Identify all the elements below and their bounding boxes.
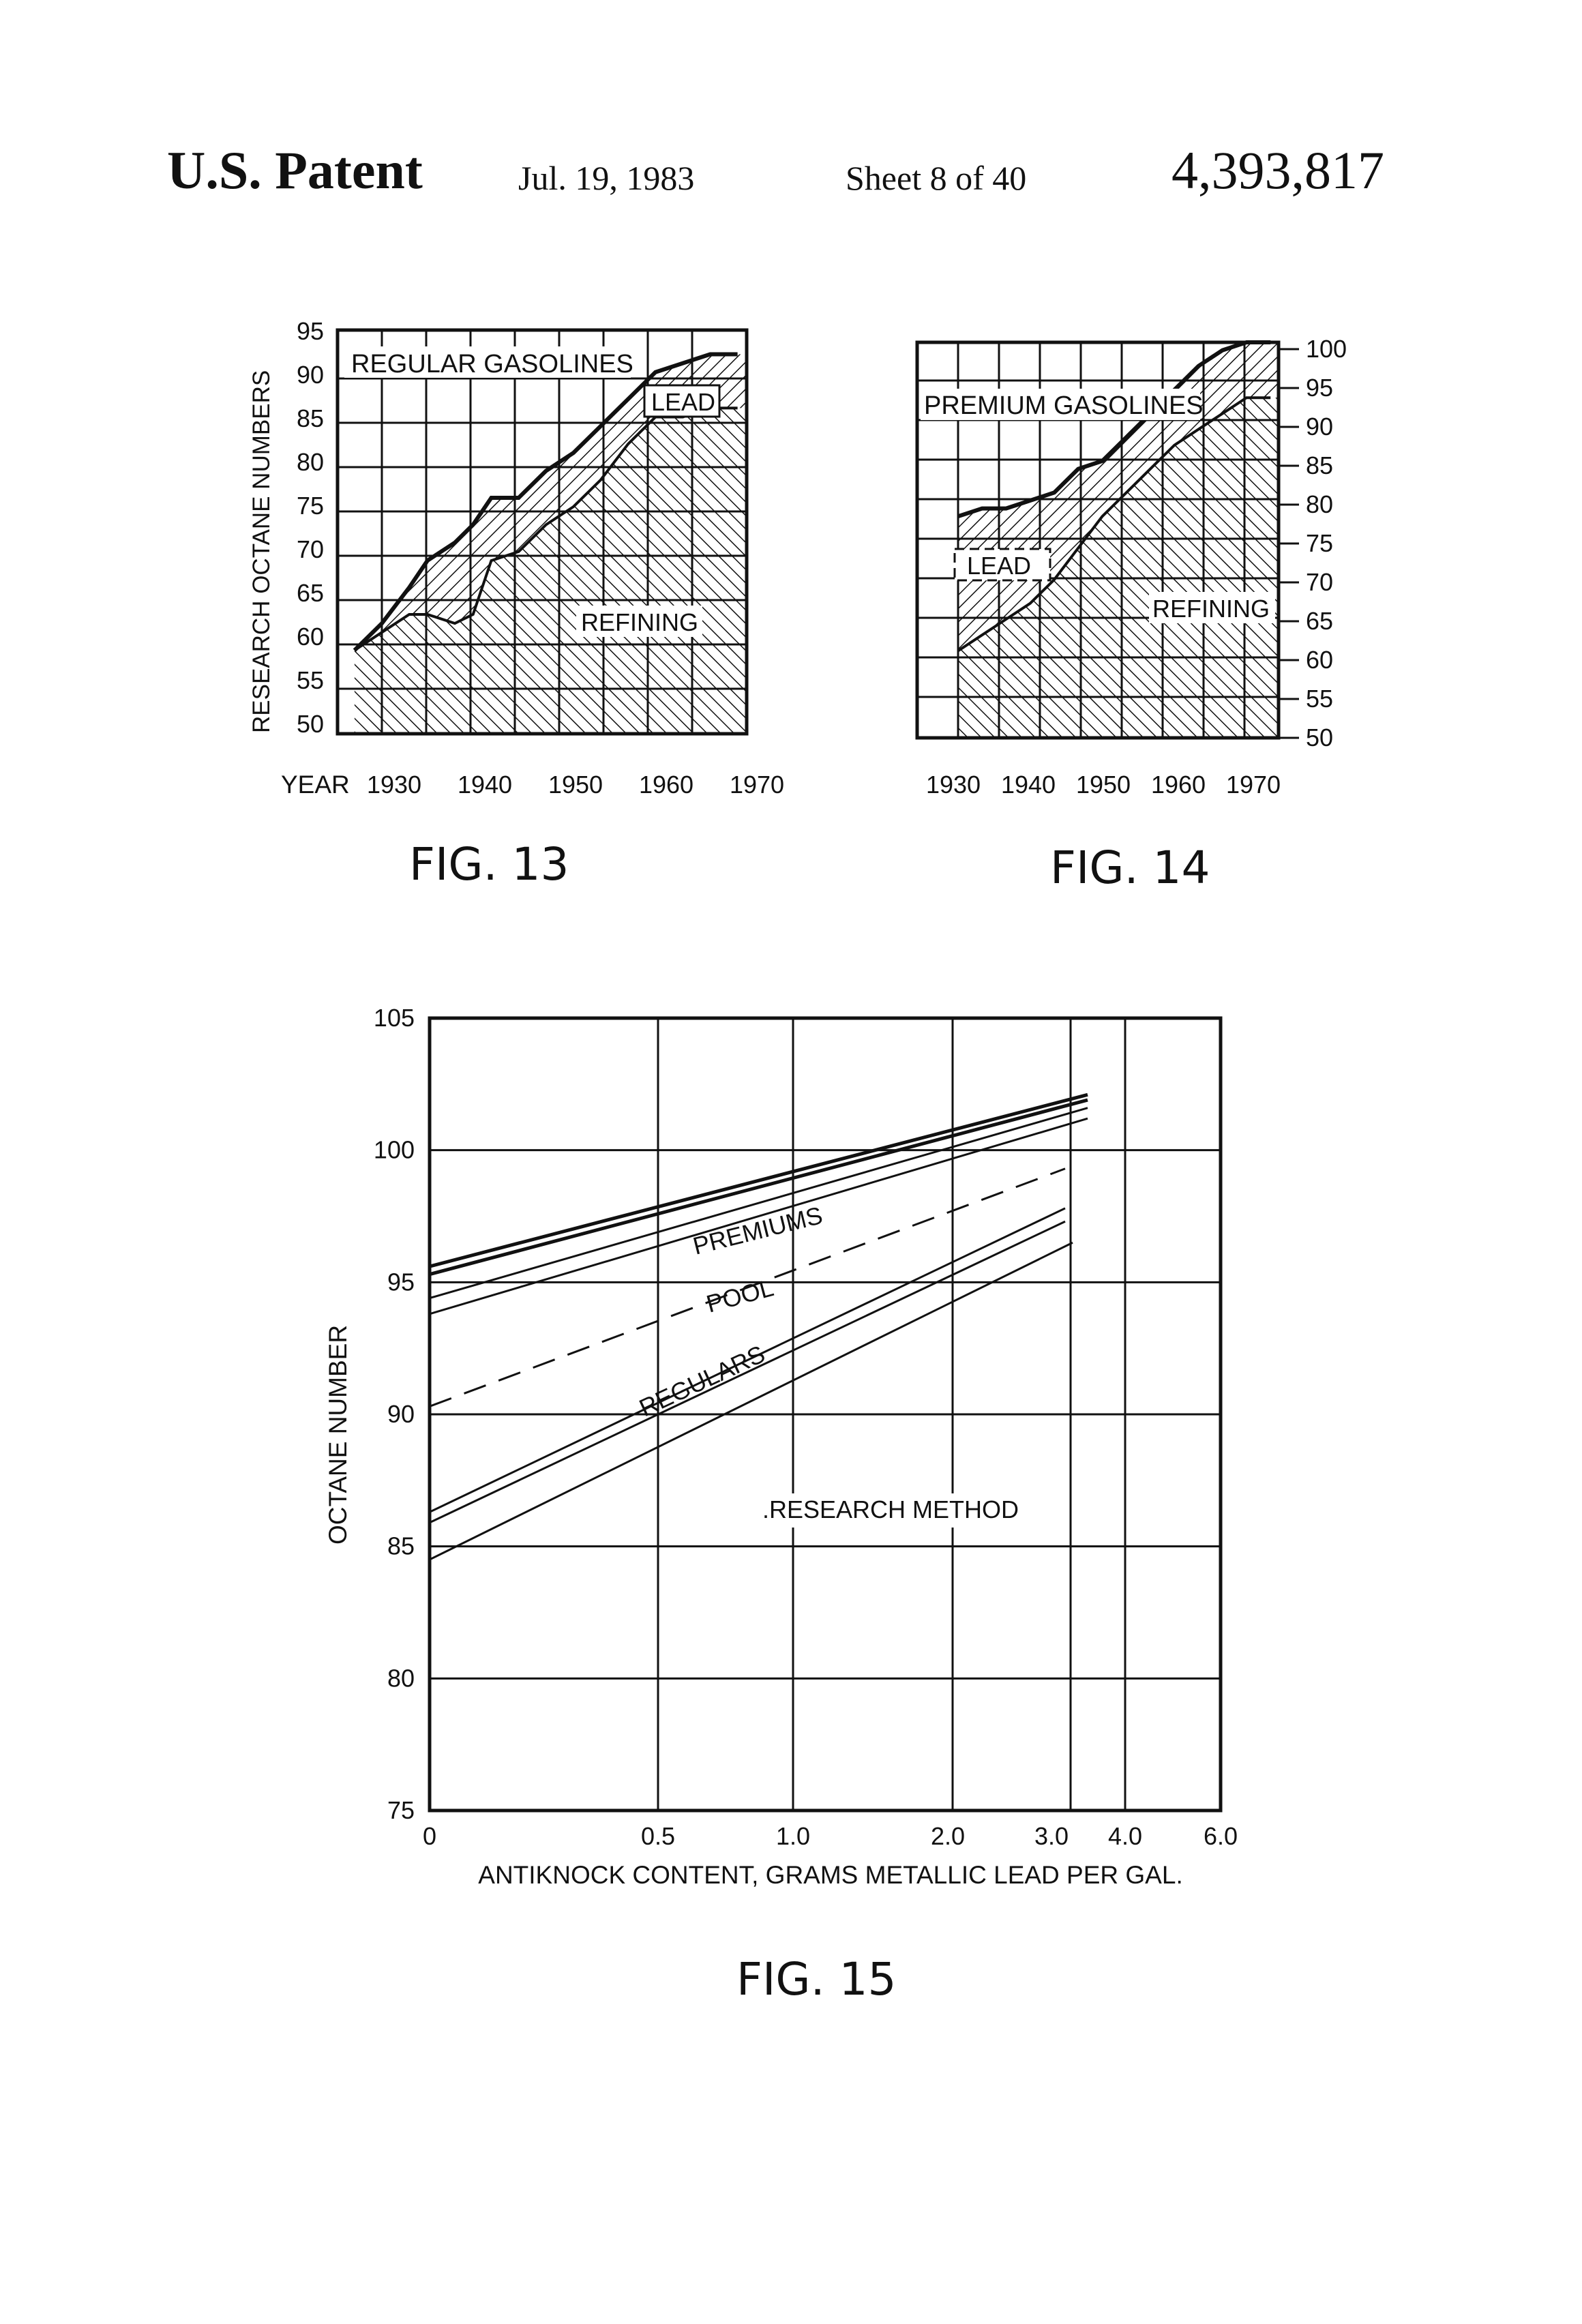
fig14-y-tick-label: 55 bbox=[1306, 685, 1333, 713]
fig13-y-tick-label: 95 bbox=[297, 317, 324, 345]
fig15-grid bbox=[430, 1018, 1221, 1811]
fig15-x-tick-label: 4.0 bbox=[1108, 1822, 1142, 1850]
fig13-y-tick-label: 75 bbox=[297, 492, 324, 520]
fig15-x-tick-label: 0 bbox=[423, 1822, 436, 1850]
fig15-y-axis-label: OCTANE NUMBER bbox=[324, 1325, 352, 1545]
fig14-y-tick-label: 50 bbox=[1306, 724, 1333, 751]
fig15-y-tick-label: 105 bbox=[374, 1004, 415, 1032]
fig15-y-tick-label: 95 bbox=[387, 1268, 415, 1296]
fig13-chart: 95 90 85 80 75 70 65 60 55 50 1930 1940 1950 1960 197… bbox=[248, 317, 784, 891]
fig13-x-tick-label: 1930 bbox=[367, 771, 421, 799]
fig15-y-tick-label: 80 bbox=[387, 1664, 415, 1692]
fig14-title: PREMIUM GASOLINES bbox=[924, 391, 1204, 420]
fig14-y-tick-label: 65 bbox=[1306, 607, 1333, 635]
fig14-x-tick-label: 1960 bbox=[1151, 771, 1206, 799]
fig13-x-tick-labels: 1930 1940 1950 1960 1970 bbox=[367, 771, 784, 799]
fig15-premiums-label: PREMIUMS bbox=[690, 1201, 825, 1260]
fig14-lead-label: LEAD bbox=[967, 552, 1031, 580]
fig14-label: FIG. 14 bbox=[1050, 841, 1210, 894]
fig14-x-tick-label: 1940 bbox=[1001, 771, 1056, 799]
fig14-y-tick-label: 100 bbox=[1306, 335, 1347, 363]
fig15-x-tick-label: 2.0 bbox=[931, 1822, 965, 1850]
fig15-y-tick-labels: 105 100 95 90 85 80 75 bbox=[374, 1004, 415, 1824]
fig15-x-tick-label: 0.5 bbox=[641, 1822, 675, 1850]
fig15-chart: 105 100 95 90 85 80 75 0 0.5 1.0 2.0 3.0 4.0 6.0 PRE… bbox=[324, 1004, 1238, 2006]
f13-refining-area bbox=[355, 408, 747, 734]
fig14-x-tick-label: 1970 bbox=[1226, 771, 1281, 799]
fig15-y-tick-label: 100 bbox=[374, 1136, 415, 1164]
fig13-y-tick-label: 50 bbox=[297, 710, 324, 738]
fig14-chart: 100 95 90 85 80 75 70 65 60 55 50 1930 1940 1950 1960… bbox=[917, 335, 1347, 894]
fig14-y-tick-label: 85 bbox=[1306, 451, 1333, 479]
fig14-y-tick-label: 75 bbox=[1306, 529, 1333, 557]
fig15-x-tick-label: 1.0 bbox=[776, 1822, 810, 1850]
fig13-y-tick-label: 70 bbox=[297, 535, 324, 563]
fig15-series-line-premiums bbox=[430, 1100, 1088, 1275]
fig14-x-tick-label: 1950 bbox=[1076, 771, 1131, 799]
fig13-refining-label: REFINING bbox=[581, 608, 698, 636]
fig15-y-tick-label: 85 bbox=[387, 1532, 415, 1560]
fig13-y-tick-label: 90 bbox=[297, 361, 324, 389]
fig14-x-tick-labels: 1930 1940 1950 1960 1970 bbox=[926, 771, 1281, 799]
fig13-x-tick-label: 1970 bbox=[730, 771, 784, 799]
fig15-regulars-label: REGULARS bbox=[635, 1339, 769, 1422]
fig13-y-axis-label: RESEARCH OCTANE NUMBERS bbox=[248, 370, 275, 733]
fig15-x-tick-label: 6.0 bbox=[1204, 1822, 1238, 1850]
fig15-x-tick-labels: 0 0.5 1.0 2.0 3.0 4.0 6.0 bbox=[423, 1822, 1238, 1850]
fig14-refining-label: REFINING bbox=[1152, 595, 1270, 623]
fig15-method-label: .RESEARCH METHOD bbox=[762, 1495, 1019, 1523]
fig14-y-tick-labels: 100 95 90 85 80 75 70 65 60 55 50 bbox=[1279, 335, 1347, 751]
fig15-series-line-premiums bbox=[430, 1108, 1088, 1298]
fig13-y-tick-label: 60 bbox=[297, 623, 324, 651]
fig14-y-tick-label: 70 bbox=[1306, 568, 1333, 596]
fig14-y-tick-label: 95 bbox=[1306, 374, 1333, 402]
fig15-label: FIG. 15 bbox=[736, 1953, 897, 2006]
fig13-y-tick-label: 85 bbox=[297, 404, 324, 432]
fig15-x-tick-label: 3.0 bbox=[1034, 1822, 1069, 1850]
fig15-y-tick-label: 90 bbox=[387, 1400, 415, 1428]
fig13-y-tick-label: 55 bbox=[297, 666, 324, 694]
fig13-x-tick-label: 1960 bbox=[639, 771, 693, 799]
fig15-pool-label: POOL bbox=[703, 1273, 776, 1317]
fig14-x-tick-label: 1930 bbox=[926, 771, 981, 799]
fig14-y-tick-label: 60 bbox=[1306, 646, 1333, 674]
fig15-x-axis-label: ANTIKNOCK CONTENT, GRAMS METALLIC LEAD P… bbox=[478, 1861, 1182, 1889]
fig13-y-tick-label: 80 bbox=[297, 448, 324, 476]
fig13-y-tick-label: 65 bbox=[297, 579, 324, 607]
fig13-x-tick-label: 1950 bbox=[548, 771, 603, 799]
fig15-y-tick-label: 75 bbox=[387, 1796, 415, 1824]
fig14-y-tick-label: 80 bbox=[1306, 490, 1333, 518]
fig13-x-tick-label: 1940 bbox=[458, 771, 512, 799]
fig15-lines bbox=[430, 1094, 1088, 1560]
fig13-title: REGULAR GASOLINES bbox=[351, 350, 633, 378]
fig13-y-tick-labels: 95 90 85 80 75 70 65 60 55 50 bbox=[297, 317, 324, 738]
fig13-label: FIG. 13 bbox=[409, 838, 569, 891]
fig14-y-tick-label: 90 bbox=[1306, 413, 1333, 441]
fig13-lead-label: LEAD bbox=[651, 388, 715, 416]
fig13-x-axis-prefix: YEAR bbox=[281, 771, 350, 799]
